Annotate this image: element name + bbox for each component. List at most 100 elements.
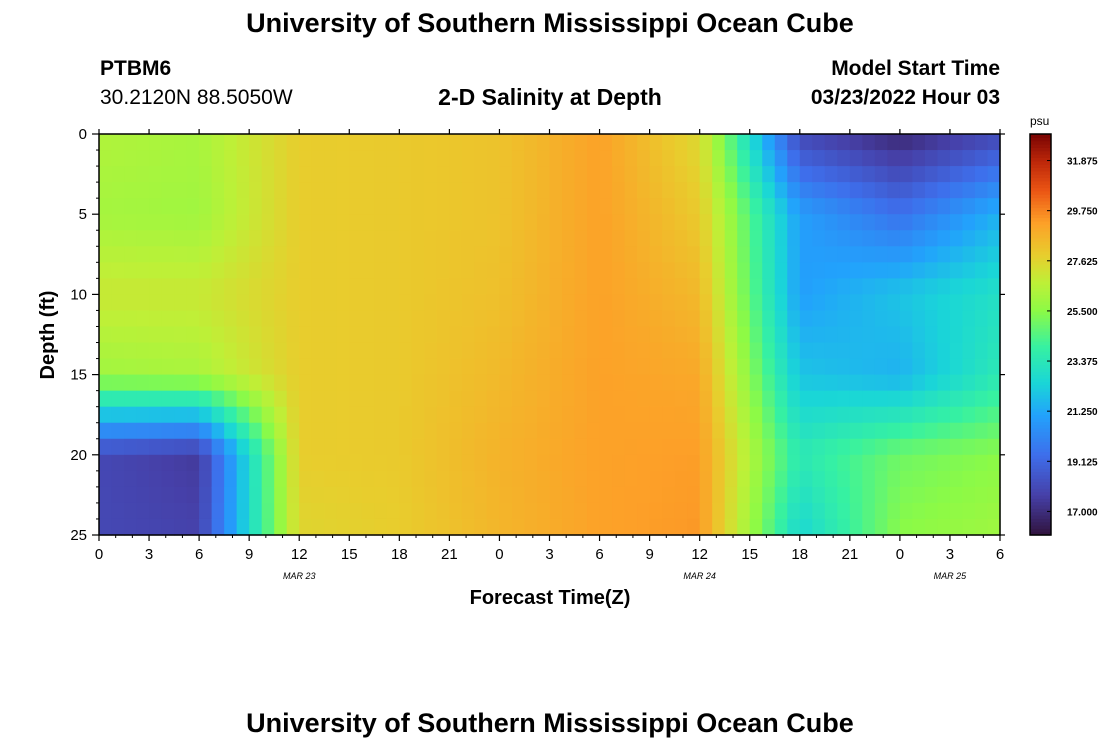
heatmap-cell <box>486 150 501 167</box>
heatmap-cell <box>599 342 613 360</box>
heatmap-cell <box>186 438 200 456</box>
heatmap-cell <box>249 310 263 328</box>
colorbar-segment <box>1030 371 1051 376</box>
heatmap-cell <box>411 406 425 424</box>
heatmap-cell <box>649 470 663 488</box>
heatmap-cell <box>724 262 738 279</box>
heatmap-cell <box>199 310 213 328</box>
heatmap-cell <box>924 134 939 151</box>
heatmap-cell <box>224 390 238 408</box>
heatmap-cell <box>849 422 863 440</box>
heatmap-cell <box>862 342 876 360</box>
heatmap-cell <box>474 150 488 167</box>
heatmap-cell <box>411 390 425 408</box>
heatmap-cell <box>449 454 463 472</box>
heatmap-cell <box>712 278 726 295</box>
heatmap-cell <box>837 134 851 151</box>
heatmap-cell <box>211 310 225 328</box>
heatmap-cell <box>224 198 238 215</box>
heatmap-cell <box>236 374 250 392</box>
heatmap-cell <box>411 134 425 151</box>
heatmap-cell <box>687 230 701 247</box>
heatmap-cell <box>912 198 926 215</box>
heatmap-cell <box>249 342 263 360</box>
heatmap-cell <box>324 486 338 504</box>
heatmap-cell <box>149 294 163 312</box>
heatmap-cell <box>674 438 688 456</box>
heatmap-cell <box>524 230 538 247</box>
heatmap-cell <box>737 182 751 199</box>
heatmap-cell <box>687 454 701 472</box>
heatmap-cell <box>511 390 526 408</box>
heatmap-cell <box>699 342 713 360</box>
heatmap-cell <box>662 294 676 312</box>
heatmap-cell <box>987 182 1001 199</box>
colorbar-segment <box>1030 424 1051 429</box>
heatmap-cell <box>574 422 588 440</box>
heatmap-cell <box>962 342 976 360</box>
heatmap-cell <box>99 422 113 440</box>
heatmap-cell <box>511 374 526 392</box>
heatmap-cell <box>824 134 838 151</box>
heatmap-cell <box>524 454 538 472</box>
colorbar-segment <box>1030 464 1051 469</box>
heatmap-cell <box>236 390 250 408</box>
heatmap-cell <box>399 230 413 247</box>
heatmap-cell <box>511 150 526 167</box>
heatmap-cell <box>449 262 463 279</box>
heatmap-cell <box>186 310 200 328</box>
heatmap-cell <box>474 406 488 424</box>
heatmap-cell <box>186 198 200 215</box>
heatmap-cell <box>862 230 876 247</box>
heatmap-cell <box>599 230 613 247</box>
heatmap-cell <box>224 454 238 472</box>
heatmap-cell <box>474 502 488 520</box>
colorbar-segment <box>1030 434 1051 439</box>
heatmap-cell <box>524 198 538 215</box>
colorbar-segment <box>1030 140 1051 145</box>
heatmap-cell <box>261 438 275 456</box>
heatmap-cell <box>524 326 538 344</box>
heatmap-cell <box>274 342 288 360</box>
heatmap-cell <box>949 214 964 231</box>
heatmap-cell <box>562 422 576 440</box>
heatmap-cell <box>962 214 976 231</box>
heatmap-cell <box>199 182 213 199</box>
heatmap-cell <box>824 198 838 215</box>
heatmap-cell <box>574 358 588 376</box>
heatmap-cell <box>787 166 801 183</box>
colorbar-segment <box>1030 468 1051 473</box>
heatmap-cell <box>461 390 476 408</box>
heatmap-cell <box>899 326 913 344</box>
colorbar-segment <box>1030 528 1051 533</box>
heatmap-cell <box>624 246 638 263</box>
colorbar-segment <box>1030 174 1051 179</box>
heatmap-cell <box>849 166 863 183</box>
heatmap-cell <box>974 214 989 231</box>
heatmap-cell <box>324 310 338 328</box>
heatmap-cell <box>799 214 813 231</box>
heatmap-cell <box>562 502 576 520</box>
heatmap-cell <box>874 278 888 295</box>
heatmap-cell <box>411 358 425 376</box>
colorbar-segment <box>1030 511 1051 516</box>
heatmap-cell <box>99 182 113 199</box>
heatmap-cell <box>174 182 188 199</box>
heatmap-cell <box>562 310 576 328</box>
heatmap-cell <box>749 294 763 312</box>
heatmap-cell <box>937 406 951 424</box>
heatmap-cell <box>724 246 738 263</box>
heatmap-cell <box>199 406 213 424</box>
heatmap-cell <box>161 406 175 424</box>
heatmap-cell <box>349 342 363 360</box>
heatmap-cell <box>974 406 989 424</box>
colorbar-segment <box>1030 361 1051 366</box>
heatmap-cell <box>324 374 338 392</box>
heatmap-cell <box>649 262 663 279</box>
heatmap-cell <box>712 406 726 424</box>
heatmap-cell <box>261 406 275 424</box>
heatmap-cell <box>474 374 488 392</box>
heatmap-cell <box>124 502 138 520</box>
heatmap-cell <box>837 198 851 215</box>
heatmap-cell <box>874 198 888 215</box>
